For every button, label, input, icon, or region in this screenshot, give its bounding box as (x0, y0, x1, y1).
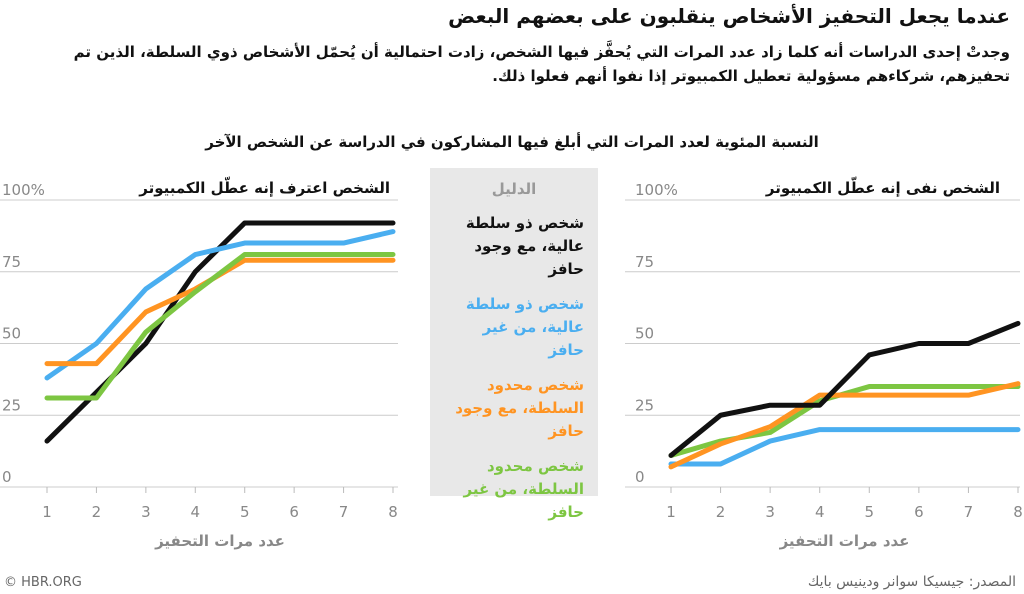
x-tick-label: 4 (815, 503, 825, 521)
x-tick-label: 4 (191, 503, 201, 521)
x-tick-label: 1 (666, 503, 676, 521)
copyright: © HBR.ORG (4, 575, 82, 590)
series-line (668, 427, 1021, 467)
y-tick-label: 0 (2, 468, 12, 486)
headline: عندما يجعل التحفيز الأشخاص ينقلبون على ب… (448, 4, 1010, 28)
y-tick-label: 25 (2, 396, 21, 414)
x-tick-label: 1 (42, 503, 52, 521)
x-tick-label: 6 (289, 503, 299, 521)
x-tick-label: 5 (865, 503, 875, 521)
y-tick-label: 25 (635, 396, 654, 414)
x-tick-label: 2 (92, 503, 102, 521)
y-tick-label: 100% (635, 181, 678, 199)
legend: الدليل شخص ذو سلطة عالية، مع وجود حافز ش… (430, 168, 598, 521)
legend-item: شخص محدود السلطة، مع وجود حافز (455, 376, 584, 440)
legend-title: الدليل (491, 180, 537, 198)
x-tick-label: 8 (1013, 503, 1023, 521)
x-tick-label: 7 (339, 503, 349, 521)
legend-item: شخص محدود السلطة، من غير حافز (463, 457, 585, 521)
y-tick-label: 100% (2, 181, 45, 199)
y-tick-label: 50 (2, 325, 21, 343)
series-line (44, 252, 396, 401)
y-tick-label: 0 (635, 468, 645, 486)
x-axis-label: عدد مرات التحفيز (779, 532, 910, 550)
source: المصدر: جيسيكا سوانر ودينيس بايك (807, 574, 1016, 590)
series-line (668, 320, 1021, 458)
x-tick-label: 5 (240, 503, 250, 521)
legend-item: شخص ذو سلطة عالية، مع وجود حافز (465, 214, 584, 278)
subheadline: وجدتْ إحدى الدراسات أنه كلما زاد عدد الم… (73, 43, 1010, 85)
x-tick-label: 3 (765, 503, 775, 521)
x-tick-label: 8 (388, 503, 398, 521)
x-tick-label: 7 (964, 503, 974, 521)
panel-title: الشخص نفى إنه عطّل الكمبيوتر (765, 177, 1000, 197)
legend-item: شخص ذو سلطة عالية، من غير حافز (465, 295, 584, 359)
y-tick-label: 75 (2, 253, 21, 271)
x-axis-label: عدد مرات التحفيز (154, 532, 285, 550)
x-tick-label: 3 (141, 503, 151, 521)
series-line (668, 381, 1021, 470)
y-tick-label: 50 (635, 325, 654, 343)
y-tick-label: 75 (635, 253, 654, 271)
chart-supertitle: النسبة المئوية لعدد المرات التي أبلغ فيه… (205, 133, 819, 151)
panel-title: الشخص اعترف إنه عطّل الكمبيوتر (138, 177, 390, 197)
series-line (44, 229, 396, 381)
x-tick-label: 2 (716, 503, 726, 521)
x-tick-label: 6 (914, 503, 924, 521)
